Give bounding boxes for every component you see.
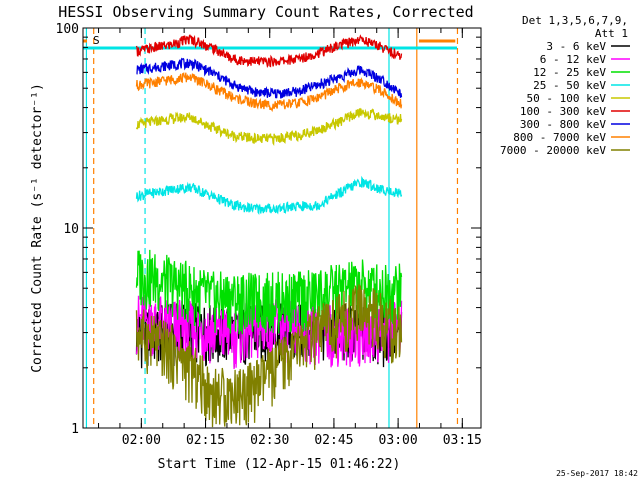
legend-label: 300 - 800 keV (520, 118, 606, 131)
x-tick-label: 02:30 (250, 433, 289, 448)
series-100-300-kev (135, 34, 403, 68)
legend-label: 800 - 7000 keV (513, 131, 606, 144)
legend-label: 6 - 12 keV (540, 53, 607, 66)
timestamp: 25-Sep-2017 18:42 (556, 469, 638, 478)
y-tick-label: 10 (63, 222, 79, 237)
x-tick-label: 03:00 (379, 433, 418, 448)
flag-label: S (93, 34, 100, 47)
x-tick-label: 03:15 (443, 433, 482, 448)
series-lines (135, 34, 403, 428)
x-tick-label: 02:00 (122, 433, 161, 448)
y-tick-label: 100 (56, 22, 79, 37)
y-tick-label: 1 (71, 422, 79, 437)
chart-title: HESSI Observing Summary Count Rates, Cor… (58, 3, 473, 21)
legend-label: 50 - 100 keV (527, 92, 607, 105)
x-tick-label: 02:45 (314, 433, 353, 448)
legend-label: 3 - 6 keV (546, 40, 606, 53)
series-7000-20000-kev (135, 284, 403, 428)
legend-label: 25 - 50 keV (533, 79, 606, 92)
legend-header: Att 1 (595, 27, 628, 40)
axes: 1 10 100 02:00 02:15 02:30 02:45 03:00 03:15 (56, 22, 482, 448)
x-axis-label: Start Time (12-Apr-15 01:46:22) (158, 457, 401, 472)
legend-header: Det 1,3,5,6,7,9, (522, 14, 628, 27)
legend-label: 7000 - 20000 keV (500, 144, 606, 157)
legend-label: 12 - 25 keV (533, 66, 606, 79)
series-300-800-kev (136, 57, 403, 99)
legend-label: 100 - 300 keV (520, 105, 606, 118)
series-50-100-kev (135, 107, 403, 147)
x-tick-label: 02:15 (186, 433, 225, 448)
y-axis-label: Corrected Count Rate (s⁻¹ detector⁻¹) (30, 83, 45, 373)
series-800-7000-kev (135, 71, 403, 113)
series-25-50-kev (135, 175, 403, 215)
